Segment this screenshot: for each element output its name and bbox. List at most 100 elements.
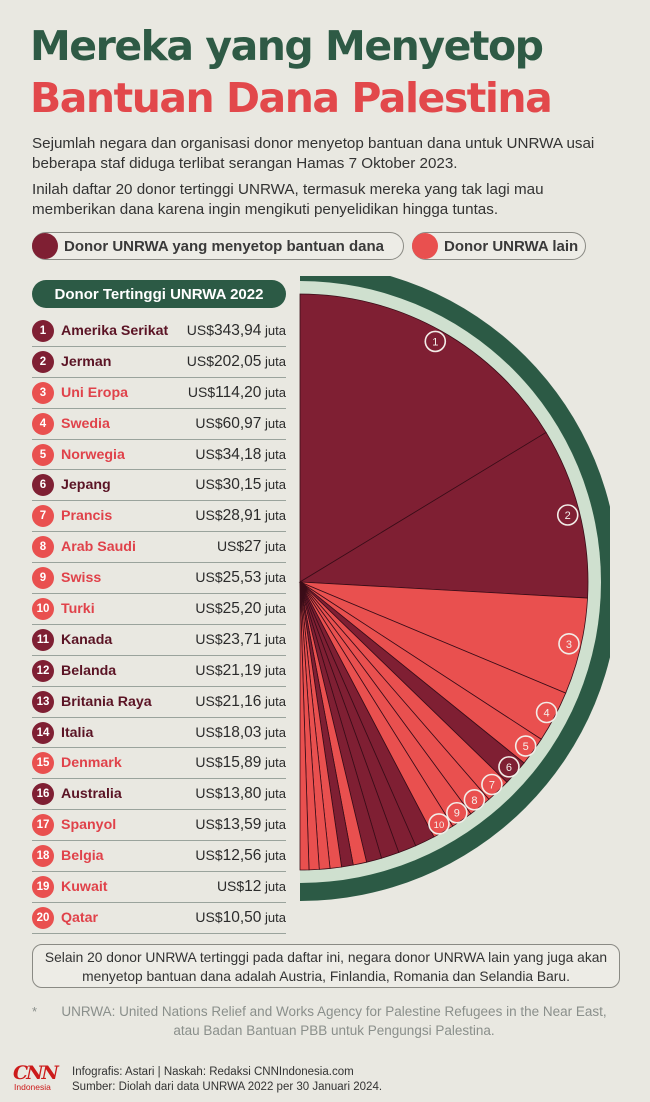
currency-label: US$: [195, 816, 223, 833]
rank-badge: 13: [32, 690, 54, 713]
country-name: Spanyol: [61, 817, 117, 834]
unit-label: juta: [261, 786, 286, 802]
currency-label: US$: [195, 723, 223, 740]
rank-badge: 10: [32, 597, 54, 620]
amount-value: 202,05: [214, 352, 262, 370]
footnote-unrwa-definition: UNRWA: United Nations Relief and Works A…: [61, 1004, 607, 1038]
donation-amount: US$18,03 juta: [195, 724, 286, 742]
donation-amount: US$10,50 juta: [195, 909, 286, 927]
rank-badge: 16: [32, 783, 54, 806]
slice-marker-circle: [558, 632, 580, 655]
slice-marker-circle: [498, 756, 520, 778]
amount-value: 18,03: [222, 723, 262, 741]
donation-amount: US$13,80 juta: [195, 785, 286, 803]
additional-donors-note: Selain 20 donor UNRWA tertinggi pada daf…: [32, 944, 620, 988]
currency-label: US$: [216, 538, 245, 555]
unit-label: juta: [261, 415, 286, 431]
table-row: 2 Jerman US$202,05 juta: [32, 347, 286, 378]
country-name: Italia: [61, 724, 94, 741]
country-name: Belgia: [61, 848, 104, 865]
rank-badge: 4: [32, 412, 54, 435]
legend-stopped: Donor UNRWA yang menyetop bantuan dana: [32, 232, 404, 260]
currency-label: US$: [195, 692, 223, 709]
slice-marker-label: 5: [523, 741, 529, 753]
currency-label: US$: [195, 630, 223, 647]
currency-label: US$: [195, 754, 223, 771]
legend-stopped-swatch: [32, 233, 58, 259]
pie-slice: [298, 431, 589, 599]
table-row: 16 Australia US$13,80 juta: [32, 779, 286, 811]
amount-value: 34,18: [222, 445, 262, 463]
table-row: 20 Qatar US$10,50 juta: [32, 903, 286, 934]
table-row: 7 Prancis US$28,91 juta: [32, 501, 286, 533]
table-row: 19 Kuwait US$12 juta: [32, 872, 286, 903]
amount-value: 25,20: [222, 599, 262, 617]
table-row: 1 Amerika Serikat US$343,94 juta: [32, 316, 286, 347]
country-name: Arab Saudi: [61, 539, 136, 556]
amount-value: 10,50: [222, 908, 262, 926]
slice-marker: 6: [498, 756, 520, 778]
currency-label: US$: [186, 352, 214, 369]
cnn-indonesia-logo: CNN Indonesia: [13, 1064, 63, 1094]
table-row: 17 Spanyol US$13,59 juta: [32, 810, 286, 842]
slice-marker-label: 4: [544, 708, 550, 720]
unit-label: juta: [261, 848, 286, 864]
donation-amount: US$23,71 juta: [195, 631, 286, 649]
donation-amount: US$12,56 juta: [195, 847, 286, 865]
country-name: Australia: [61, 786, 122, 803]
country-name: Belanda: [61, 662, 117, 679]
unit-label: juta: [261, 600, 286, 616]
unit-label: juta: [261, 539, 286, 555]
slice-marker-label: 1: [432, 336, 438, 348]
donation-amount: US$30,15 juta: [195, 476, 286, 494]
currency-label: US$: [195, 476, 223, 493]
legend-other-label: Donor UNRWA lain: [444, 237, 579, 255]
currency-label: US$: [195, 785, 223, 802]
rank-badge: 5: [32, 443, 54, 466]
currency-label: US$: [187, 383, 216, 400]
unit-label: juta: [261, 817, 286, 833]
credits-source: Sumber: Diolah dari data UNRWA 2022 per …: [72, 1081, 383, 1093]
table-row: 10 Turki US$25,20 juta: [32, 594, 286, 625]
pie-slice: [299, 581, 310, 871]
slice-marker: 3: [558, 632, 580, 655]
slice-marker-label: 9: [454, 808, 460, 820]
slice-marker-label: 8: [471, 795, 477, 807]
country-name: Turki: [61, 600, 95, 617]
legend-other-swatch: [412, 233, 438, 259]
donation-amount: US$27 juta: [217, 538, 286, 556]
logo-cnn-text: CNN: [13, 1062, 59, 1084]
currency-label: US$: [195, 445, 223, 462]
intro-paragraph-1: Sejumlah negara dan organisasi donor men…: [32, 135, 595, 172]
unit-label: juta: [261, 755, 286, 771]
donor-table-heading: Donor Tertinggi UNRWA 2022: [32, 280, 286, 308]
rank-badge: 17: [32, 814, 54, 837]
slice-marker: 5: [514, 735, 537, 757]
donation-amount: US$21,16 juta: [195, 693, 286, 711]
slice-marker-label: 3: [566, 639, 572, 651]
country-name: Swiss: [61, 570, 102, 587]
unit-label: juta: [261, 322, 286, 338]
rank-badge: 11: [32, 628, 54, 651]
slice-marker-label: 2: [565, 510, 571, 522]
unit-label: juta: [261, 384, 286, 400]
currency-label: US$: [195, 414, 223, 431]
currency-label: US$: [195, 507, 223, 524]
table-row: 12 Belanda US$21,19 juta: [32, 656, 286, 687]
country-name: Kuwait: [61, 878, 108, 895]
unit-label: juta: [261, 631, 286, 647]
unit-label: juta: [261, 353, 286, 369]
donation-amount: US$25,53 juta: [195, 569, 286, 587]
slice-marker-circle: [424, 330, 447, 353]
donation-amount: US$343,94 juta: [187, 322, 286, 340]
rank-badge: 19: [32, 875, 54, 898]
country-name: Jerman: [61, 353, 112, 370]
legend-other: Donor UNRWA lain: [412, 232, 586, 260]
table-row: 8 Arab Saudi US$27 juta: [32, 532, 286, 564]
unit-label: juta: [261, 508, 286, 524]
country-name: Kanada: [61, 631, 113, 648]
currency-label: US$: [186, 321, 214, 338]
amount-value: 343,94: [214, 321, 262, 339]
amount-value: 30,15: [222, 476, 262, 494]
